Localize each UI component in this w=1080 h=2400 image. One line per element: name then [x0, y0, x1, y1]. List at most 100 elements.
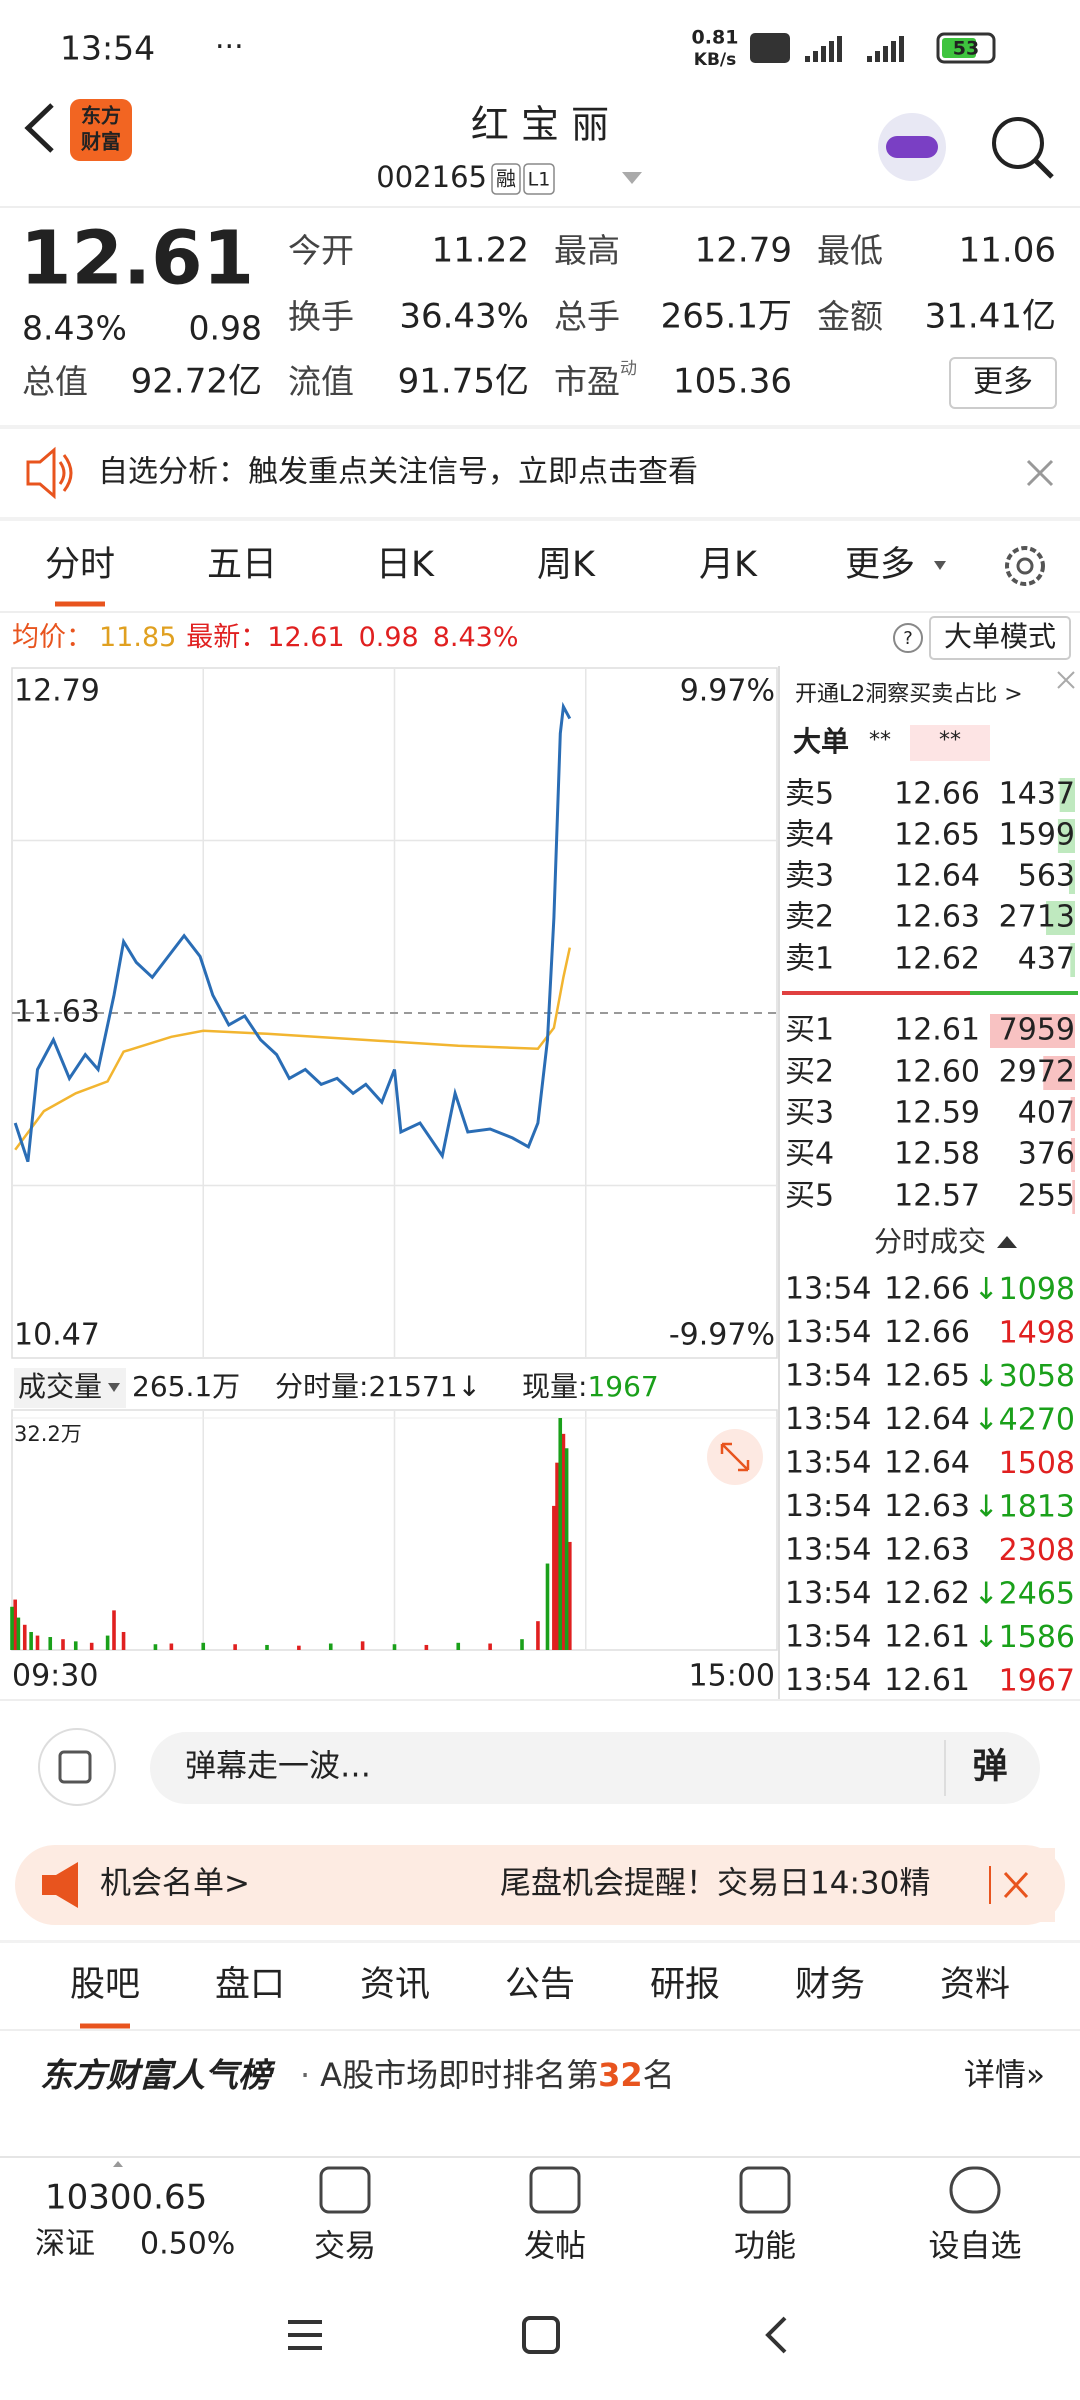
trade-volume-text: ↓3058 [974, 1359, 1076, 1394]
volume-bar [456, 1642, 461, 1650]
book-label: 买2 [785, 1055, 834, 1090]
promo-close[interactable] [1003, 1871, 1029, 1899]
system-home[interactable] [522, 2316, 560, 2354]
volume-bar [201, 1642, 206, 1650]
nav-item[interactable]: 交易 [314, 2229, 376, 2265]
volume-selector[interactable] [14, 1368, 126, 1408]
trade-volume: 1586 [999, 1620, 1075, 1655]
l2-promo[interactable]: 开通L2洞察买卖占比 > [795, 682, 1023, 707]
text-part: 均价： [12, 622, 93, 653]
status-time: 13:54 [60, 29, 155, 68]
book-price: 12.63 [894, 900, 980, 935]
book-volume: 1599 [999, 818, 1075, 853]
index-change: 0.50% [140, 2227, 235, 2262]
field-label-text: 总手 [554, 297, 620, 336]
volume-bar [488, 1643, 492, 1650]
sub-tab[interactable]: 财务 [795, 1965, 865, 2005]
more-button[interactable] [949, 357, 1057, 409]
status-dots: ··· [215, 30, 244, 65]
volume-total: 265.1万 [132, 1370, 240, 1403]
notice-text[interactable]: 自选分析：触发重点关注信号，立即点击查看 [98, 455, 698, 490]
tab[interactable]: 日K [376, 545, 435, 585]
danmaku-icon[interactable] [38, 1728, 116, 1806]
section-gap [0, 517, 1080, 521]
section-gap [0, 1940, 1080, 1943]
comment-input[interactable] [150, 1732, 1040, 1804]
volume-bar [552, 1505, 556, 1650]
trade-price: 12.61 [884, 1620, 970, 1655]
promo-banner[interactable] [15, 1845, 1065, 1925]
mode-button[interactable] [929, 616, 1071, 660]
signal-bar [883, 46, 888, 62]
big-order-stars: ** [869, 728, 891, 753]
net-unit: KB/s [694, 50, 736, 70]
mode-button-text[interactable]: 大单模式 [944, 620, 1056, 653]
tab[interactable]: 五日 [207, 545, 277, 585]
tab[interactable]: 周K [537, 545, 596, 585]
book-label: 买4 [785, 1137, 834, 1172]
trade-time: 13:54 [785, 1663, 871, 1698]
settings-icon[interactable] [1005, 546, 1045, 586]
current-volume: 现量:1967 [522, 1370, 659, 1403]
trade-volume-text: 2308 [999, 1533, 1075, 1568]
trade-volume: 1508 [999, 1446, 1075, 1481]
tab[interactable]: 分时 [45, 545, 115, 585]
search-icon[interactable] [992, 117, 1044, 169]
logo-text: 东方 [81, 104, 121, 128]
depth-bar [1070, 943, 1075, 977]
trade-price: 12.64 [884, 1446, 970, 1481]
field-label-text: 最高 [554, 231, 620, 270]
rank-link[interactable]: 详情» [964, 2058, 1045, 2094]
logo [70, 99, 132, 161]
y-mid-label: 11.63 [14, 995, 100, 1030]
book-volume: 7959 [999, 1013, 1075, 1048]
book-price: 12.58 [894, 1137, 980, 1172]
book-price: 12.62 [894, 942, 980, 977]
sub-tab[interactable]: 资料 [940, 1965, 1010, 2005]
help-mark: ? [903, 628, 913, 649]
system-back[interactable] [765, 2316, 787, 2354]
book-volume: 2972 [999, 1055, 1075, 1090]
nav-item[interactable]: 发帖 [524, 2229, 586, 2265]
book-price: 12.59 [894, 1096, 980, 1131]
tab-dropdown [934, 561, 946, 570]
field-label: 流值 [288, 362, 354, 401]
nav-item[interactable]: 功能 [734, 2229, 796, 2265]
tab[interactable]: 更多 [845, 545, 915, 585]
index-value[interactable]: 10300.65 [45, 2178, 207, 2218]
notice-close[interactable] [1026, 459, 1054, 487]
field-value: 12.79 [695, 231, 792, 271]
text-part: A股市场即时排名第 [320, 2056, 598, 2094]
more-button-text[interactable]: 更多 [973, 365, 1033, 400]
back-button[interactable] [24, 103, 54, 153]
promo-close[interactable] [1057, 671, 1075, 689]
trade-price: 12.62 [884, 1576, 970, 1611]
sub-tab[interactable]: 公告 [505, 1965, 575, 2005]
volume-bar [73, 1641, 78, 1650]
sub-tab[interactable]: 资讯 [360, 1965, 430, 2005]
volume-bar [48, 1637, 53, 1650]
trade-volume: 1098 [999, 1272, 1075, 1307]
depth-bar [990, 1014, 1075, 1048]
trade-volume: 1498 [999, 1315, 1075, 1350]
badge: 融 [496, 167, 516, 191]
tab[interactable]: 月K [699, 545, 758, 585]
book-label: 卖2 [785, 900, 834, 935]
trade-arrow: ↓ [974, 1489, 999, 1524]
volume-bar [568, 1541, 572, 1650]
sub-tab[interactable]: 股吧 [70, 1965, 140, 2005]
danmaku-button[interactable]: 弹 [972, 1747, 1007, 1787]
sub-tab[interactable]: 盘口 [215, 1965, 285, 2005]
text-part: 成交量 [18, 1370, 102, 1403]
stock-name: 红 宝 丽 [471, 103, 609, 147]
nav-item[interactable]: 设自选 [929, 2229, 1022, 2265]
trade-volume: 2308 [999, 1533, 1075, 1568]
trade-volume: 4270 [999, 1402, 1075, 1437]
system-menu[interactable] [288, 2320, 322, 2350]
avg-price: 11.85 [99, 622, 176, 653]
volume-bar [360, 1641, 365, 1650]
sub-tab[interactable]: 研报 [650, 1965, 720, 2005]
trade-time: 13:54 [785, 1402, 871, 1437]
help-icon[interactable] [893, 623, 923, 653]
